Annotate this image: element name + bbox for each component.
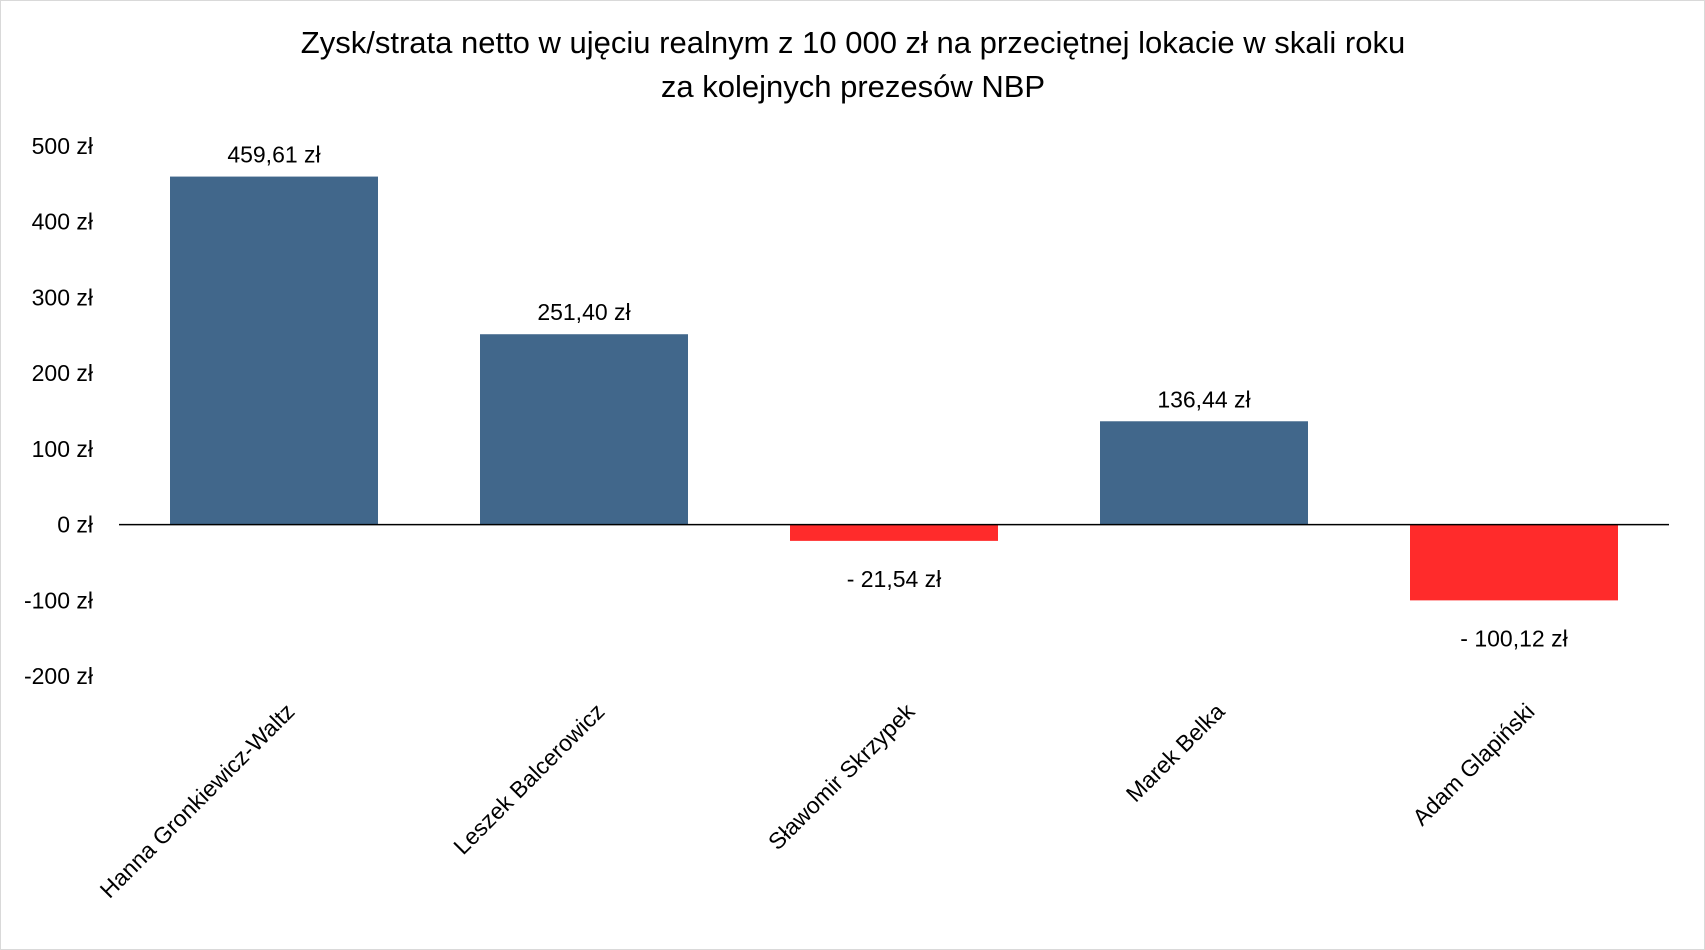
y-tick-label: 200 zł [32,360,93,386]
y-tick-label: 400 zł [32,209,93,235]
bar [1410,524,1618,601]
y-tick-label: 100 zł [32,436,93,462]
bar [170,176,378,525]
x-tick-label: Hanna Gronkiewicz-Waltz [95,698,300,903]
y-tick-label: -100 zł [24,587,93,613]
y-tick-label: 500 zł [32,133,93,159]
y-axis: 500 zł 400 zł 300 zł 200 zł 100 zł 0 zł -100 z… [24,133,93,689]
data-label: - 21,54 zł [847,566,942,592]
data-label: 136,44 zł [1157,386,1250,412]
chart-title-line-2: za kolejnych prezesów NBP [661,69,1045,104]
data-label: 251,40 zł [537,299,630,325]
y-tick-label: 0 zł [57,512,93,538]
x-axis: Hanna Gronkiewicz-Waltz Leszek Balcerowic… [95,698,1540,903]
bar [480,334,688,525]
data-label: 459,61 zł [227,142,320,168]
bar [790,524,998,541]
x-tick-label: Leszek Balcerowicz [448,698,609,859]
x-tick-label: Marek Belka [1121,698,1230,807]
data-label: - 100,12 zł [1460,625,1567,651]
chart-title: Zysk/strata netto w ujęciu realnym z 10 … [301,25,1405,104]
x-tick-label: Adam Glapiński [1407,698,1539,830]
y-tick-label: 300 zł [32,284,93,310]
bar [1100,421,1308,525]
x-tick-label: Sławomir Skrzypek [763,698,920,855]
chart-title-line-1: Zysk/strata netto w ujęciu realnym z 10 … [301,25,1405,60]
bars-group [170,176,1618,601]
y-tick-label: -200 zł [24,663,93,689]
data-labels-group: 459,61 zł 251,40 zł - 21,54 zł 136,44 zł - 1… [227,142,1567,652]
